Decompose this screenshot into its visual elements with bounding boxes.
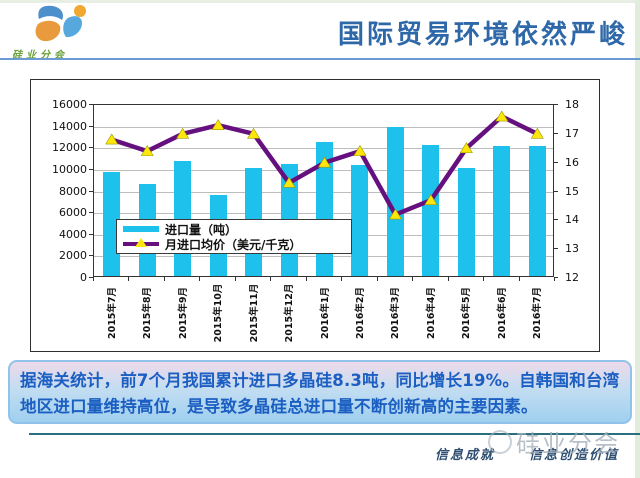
bar-series-swatch-icon — [123, 226, 159, 232]
x-axis-label: 2016年1月 — [319, 286, 331, 340]
left-axis-tick-label: 8000 — [59, 184, 87, 198]
marker-2015年7月 — [105, 133, 119, 145]
bar-2016年2月 — [351, 164, 369, 276]
x-axis-label: 2015年11月 — [248, 283, 260, 343]
x-axis-label: 2015年8月 — [142, 286, 154, 340]
x-axis-label: 2016年4月 — [425, 286, 437, 340]
marker-2016年5月 — [459, 142, 473, 154]
slide-right-edge — [635, 0, 640, 478]
right-axis-tick-label: 13 — [565, 242, 579, 256]
left-axis-tick-label: 12000 — [52, 141, 87, 155]
legend-label: 进口量（吨） — [165, 222, 238, 237]
marker-2015年12月 — [282, 176, 296, 188]
price-line-series — [105, 110, 544, 220]
marker-2015年11月 — [247, 127, 261, 139]
right-axis-tick-label: 16 — [565, 155, 579, 169]
left-axis-tick-label: 6000 — [59, 206, 87, 220]
summary-text: 据海关统计，前7个月我国累计进口多晶硅8.3吨，同比增长19%。自韩国和台湾地区… — [20, 371, 620, 416]
gridline — [94, 126, 553, 128]
x-axis-label: 2015年9月 — [177, 286, 189, 340]
marker-2016年2月 — [353, 145, 367, 156]
left-axis-tick-label: 2000 — [59, 249, 87, 263]
x-axis-label: 2016年2月 — [354, 286, 366, 340]
marker-2016年4月 — [424, 194, 438, 205]
x-axis-label: 2015年12月 — [284, 283, 296, 343]
bar-2016年3月 — [386, 126, 404, 276]
right-axis-tick-label: 14 — [565, 213, 579, 227]
bar-2016年7月 — [528, 146, 546, 276]
line-series-swatch-icon — [123, 238, 159, 249]
right-axis-tick-label: 15 — [565, 184, 579, 198]
x-axis-label: 2015年10月 — [213, 283, 225, 343]
right-axis-tick-label: 17 — [565, 126, 579, 140]
bar-2016年5月 — [457, 167, 475, 276]
silicon-association-logo-icon — [35, 5, 86, 42]
x-axis-label: 2015年7月 — [106, 286, 118, 340]
marker-2015年8月 — [140, 145, 154, 156]
right-axis-tick-label: 12 — [565, 271, 579, 284]
footer-divider — [29, 433, 640, 435]
left-axis-tick-label: 0 — [80, 271, 87, 284]
left-axis-tick-label: 14000 — [52, 119, 87, 133]
legend-label: 月进口均价（美元/千克） — [165, 237, 302, 252]
marker-2015年9月 — [176, 127, 190, 139]
import-chart-panel: 16000 14000 12000 10000 8000 6000 4000 2000 0 18 1… — [30, 79, 600, 352]
right-axis-tick-label: 18 — [565, 98, 579, 111]
x-axis-label: 2016年7月 — [532, 286, 544, 340]
marker-2016年6月 — [495, 110, 509, 122]
chart-legend: 进口量（吨） 月进口均价（美元/千克） — [116, 219, 352, 254]
header-divider — [0, 58, 640, 60]
x-axis-label: 2016年6月 — [496, 286, 508, 340]
legend-item-avg-price: 月进口均价（美元/千克） — [123, 237, 345, 252]
slogan-left: 信息成就 — [435, 448, 496, 463]
bar-2015年7月 — [103, 172, 121, 276]
page-title: 国际贸易环境依然严峻 — [337, 20, 628, 50]
bar-2016年6月 — [493, 146, 511, 276]
logo-caption: 硅业分会 — [12, 50, 68, 61]
x-axis-label: 2016年5月 — [461, 286, 473, 340]
left-axis-tick-label: 4000 — [59, 227, 87, 241]
marker-2016年1月 — [317, 156, 332, 168]
footer-slogan: 信息成就 信息创造价值 — [435, 444, 635, 463]
x-axis-label: 2016年3月 — [390, 286, 402, 340]
legend-item-import-volume: 进口量（吨） — [123, 222, 345, 237]
left-axis-tick-label: 10000 — [52, 162, 87, 176]
bar-2016年4月 — [422, 145, 440, 276]
marker-2015年10月 — [211, 119, 225, 130]
summary-callout-box: 据海关统计，前7个月我国累计进口多晶硅8.3吨，同比增长19%。自韩国和台湾地区… — [8, 360, 632, 424]
marker-2016年3月 — [388, 208, 402, 220]
slide-top-edge — [0, 0, 640, 3]
left-axis-tick-label: 16000 — [52, 98, 87, 111]
org-logo: 硅业分会 — [10, 4, 100, 61]
marker-2016年7月 — [530, 127, 544, 139]
slogan-right: 信息创造价值 — [529, 448, 620, 463]
